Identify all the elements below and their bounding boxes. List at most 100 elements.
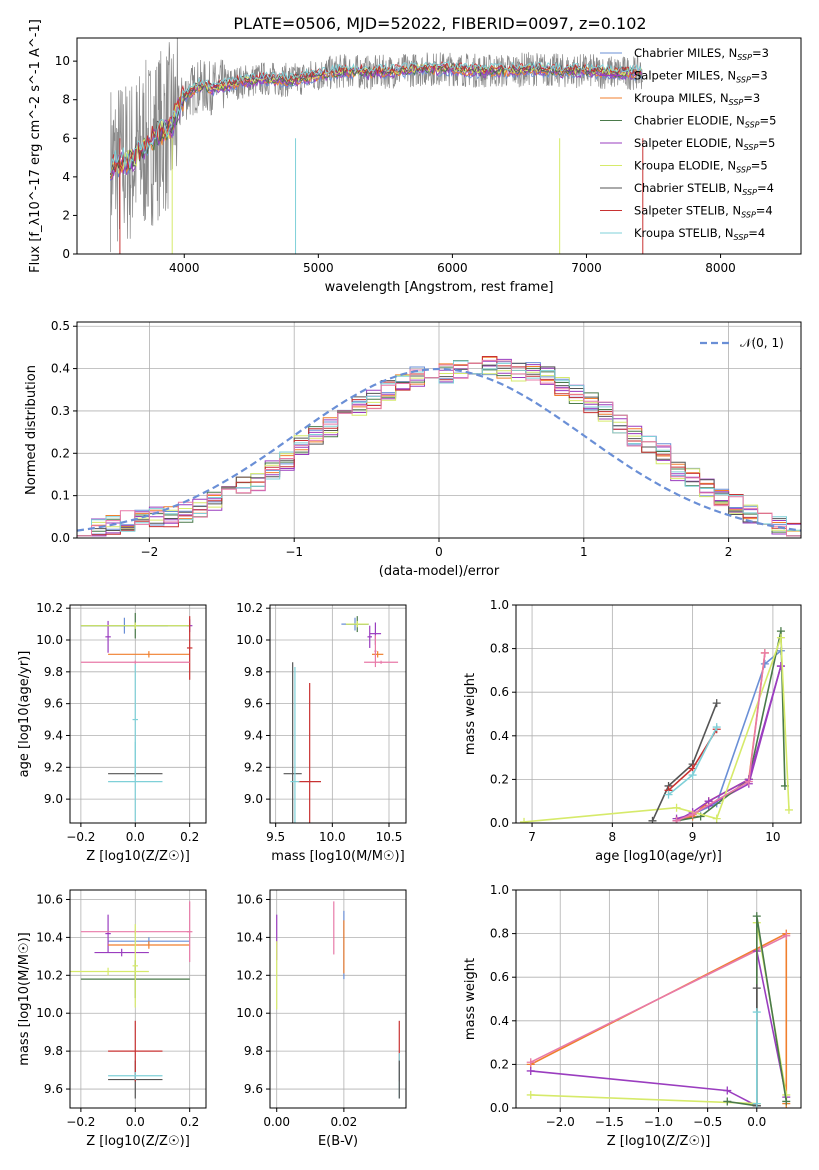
y-axis-label: age [log10(age/yr)]	[17, 651, 32, 778]
mass-weight-marker	[744, 777, 753, 786]
y-tick-label: 0.0	[490, 1101, 509, 1115]
x-tick-label: 8	[609, 830, 617, 844]
legend-text: =4	[757, 181, 774, 195]
mass-weight-marker	[672, 816, 681, 823]
y-tick-label: 6	[62, 131, 70, 145]
y-tick-label: 0.6	[490, 685, 509, 699]
axes-frame	[76, 321, 802, 539]
y-tick-label: 9.4	[44, 728, 63, 742]
x-tick-label: 10.0	[319, 830, 346, 844]
y-tick-label: 10.0	[36, 1006, 63, 1020]
model-spectrum	[110, 60, 642, 175]
legend-text: =3	[752, 46, 769, 60]
x-tick-label: 0.0	[126, 1115, 145, 1129]
y-tick-label: 10.6	[236, 892, 263, 906]
y-tick-label: 1.0	[490, 598, 509, 612]
y-tick-label: 0.0	[51, 531, 70, 545]
legend-label: Kroupa STELIB, NSSP=4	[634, 226, 765, 242]
x-tick-label: 5000	[303, 261, 334, 275]
y-tick-label: 9.6	[44, 1082, 63, 1096]
y-tick-label: 0.8	[490, 927, 509, 941]
mass-weight-marker	[712, 814, 721, 823]
model-spectrum	[110, 60, 642, 174]
y-axis-label: mass weight	[463, 958, 478, 1040]
x-tick-label: 1	[580, 545, 588, 559]
mass-vs-metallicity-panel: −0.2 0.0 0.2 9.6 9.8 10.0 10.2 10.4 10.6 Z [log10…	[17, 889, 207, 1149]
mass-weight-marker	[688, 771, 697, 780]
y-tick-label: 2	[62, 208, 70, 222]
x-axis-label: Z [log10(Z/Z☉)]	[607, 1134, 711, 1149]
legend-label: Salpeter ELODIE, NSSP=5	[634, 136, 775, 152]
axes-frame	[515, 889, 802, 1109]
mass-vs-ebv-panel: 0.00 0.02 9.6 9.8 10.0 10.2 10.4 10.6 E(B-V)	[236, 889, 407, 1149]
y-tick-label: 9.8	[244, 665, 263, 679]
mass-weight-marker	[782, 931, 791, 940]
y-tick-label: 0.3	[51, 404, 70, 418]
y-tick-label: 0.1	[51, 489, 70, 503]
x-tick-label: 0.02	[331, 1115, 358, 1129]
residuals-panel: −2 −1 0 1 2 0.0 0.1 0.2 0.3 0.4 0.5 (data-model)/er…	[24, 319, 802, 579]
x-tick-label: 4000	[169, 261, 200, 275]
x-axis-label: Z [log10(Z/Z☉)]	[86, 849, 190, 864]
mass-weight-marker	[782, 1097, 791, 1106]
x-tick-label: 0	[435, 545, 443, 559]
mass-weight-marker	[712, 723, 721, 732]
legend-label: Salpeter MILES, NSSP=3	[634, 69, 768, 85]
x-axis-label: age [log10(age/yr)]	[595, 849, 722, 864]
legend-text: =4	[748, 226, 765, 240]
mass-weight-marker	[672, 803, 681, 812]
mass-weight-marker	[526, 1066, 535, 1075]
mass-weight-marker	[723, 1097, 732, 1106]
y-tick-label: 0.0	[490, 816, 509, 830]
y-tick-label: 9.0	[244, 792, 263, 806]
x-tick-label: 2	[725, 545, 733, 559]
legend-subscript: SSP	[737, 53, 752, 62]
y-tick-label: 10.0	[236, 1006, 263, 1020]
axes-frame	[76, 37, 802, 255]
figure-title: PLATE=0506, MJD=52022, FIBERID=0097, z=0…	[233, 14, 646, 33]
plot-area	[77, 356, 801, 538]
y-tick-label: 10	[55, 54, 70, 68]
x-tick-label: 8000	[705, 261, 736, 275]
legend-label: Kroupa MILES, NSSP=3	[634, 91, 760, 107]
axes-frame	[515, 604, 802, 824]
y-tick-label: 9.6	[244, 697, 263, 711]
x-axis-label: E(B-V)	[318, 1134, 358, 1149]
legend-subscript: SSP	[736, 76, 751, 85]
mass-weight-marker	[776, 662, 785, 671]
y-tick-label: 10.0	[236, 633, 263, 647]
x-tick-label: −1	[285, 545, 303, 559]
x-axis-label: wavelength [Angstrom, rest frame]	[325, 280, 554, 295]
mass-weight-marker	[712, 699, 721, 708]
mass-weight-marker	[723, 1086, 732, 1095]
age-vs-metallicity-panel: −0.2 0.0 0.2 9.0 9.2 9.4 9.6 9.8 10.0 10.2 Z [log1…	[17, 601, 207, 864]
legend-text: =5	[751, 159, 768, 173]
model-spectrum	[110, 66, 642, 180]
y-tick-label: 10.0	[36, 633, 63, 647]
y-axis-label: mass [log10(M/M☉)]	[17, 932, 32, 1065]
legend-text: =5	[760, 114, 777, 128]
x-tick-label: −2.0	[546, 1115, 575, 1129]
x-tick-label: 10	[765, 830, 780, 844]
legend-label: Kroupa ELODIE, NSSP=5	[634, 159, 768, 175]
axes-frame	[69, 889, 207, 1109]
y-tick-label: 9.2	[244, 760, 263, 774]
legend-text: Salpeter STELIB, N	[634, 204, 741, 218]
mass-weight-marker	[752, 1099, 761, 1108]
legend-text: Kroupa MILES, N	[634, 91, 729, 105]
mass-weight-marker	[760, 659, 769, 668]
x-tick-label: 9.5	[266, 830, 285, 844]
y-tick-label: 0.6	[490, 970, 509, 984]
x-tick-label: 0.0	[747, 1115, 766, 1129]
mass-weight-marker	[520, 817, 529, 823]
legend-text: =5	[758, 136, 775, 150]
y-tick-label: 10.2	[36, 968, 63, 982]
plot-area	[80, 612, 193, 822]
y-tick-label: 4	[62, 170, 70, 184]
mass-weight-marker	[752, 1008, 761, 1017]
mass-weight-line	[530, 935, 787, 1063]
mass-weight-marker	[760, 648, 769, 657]
plot-area	[526, 912, 791, 1108]
normal-reference-curve	[77, 367, 801, 532]
